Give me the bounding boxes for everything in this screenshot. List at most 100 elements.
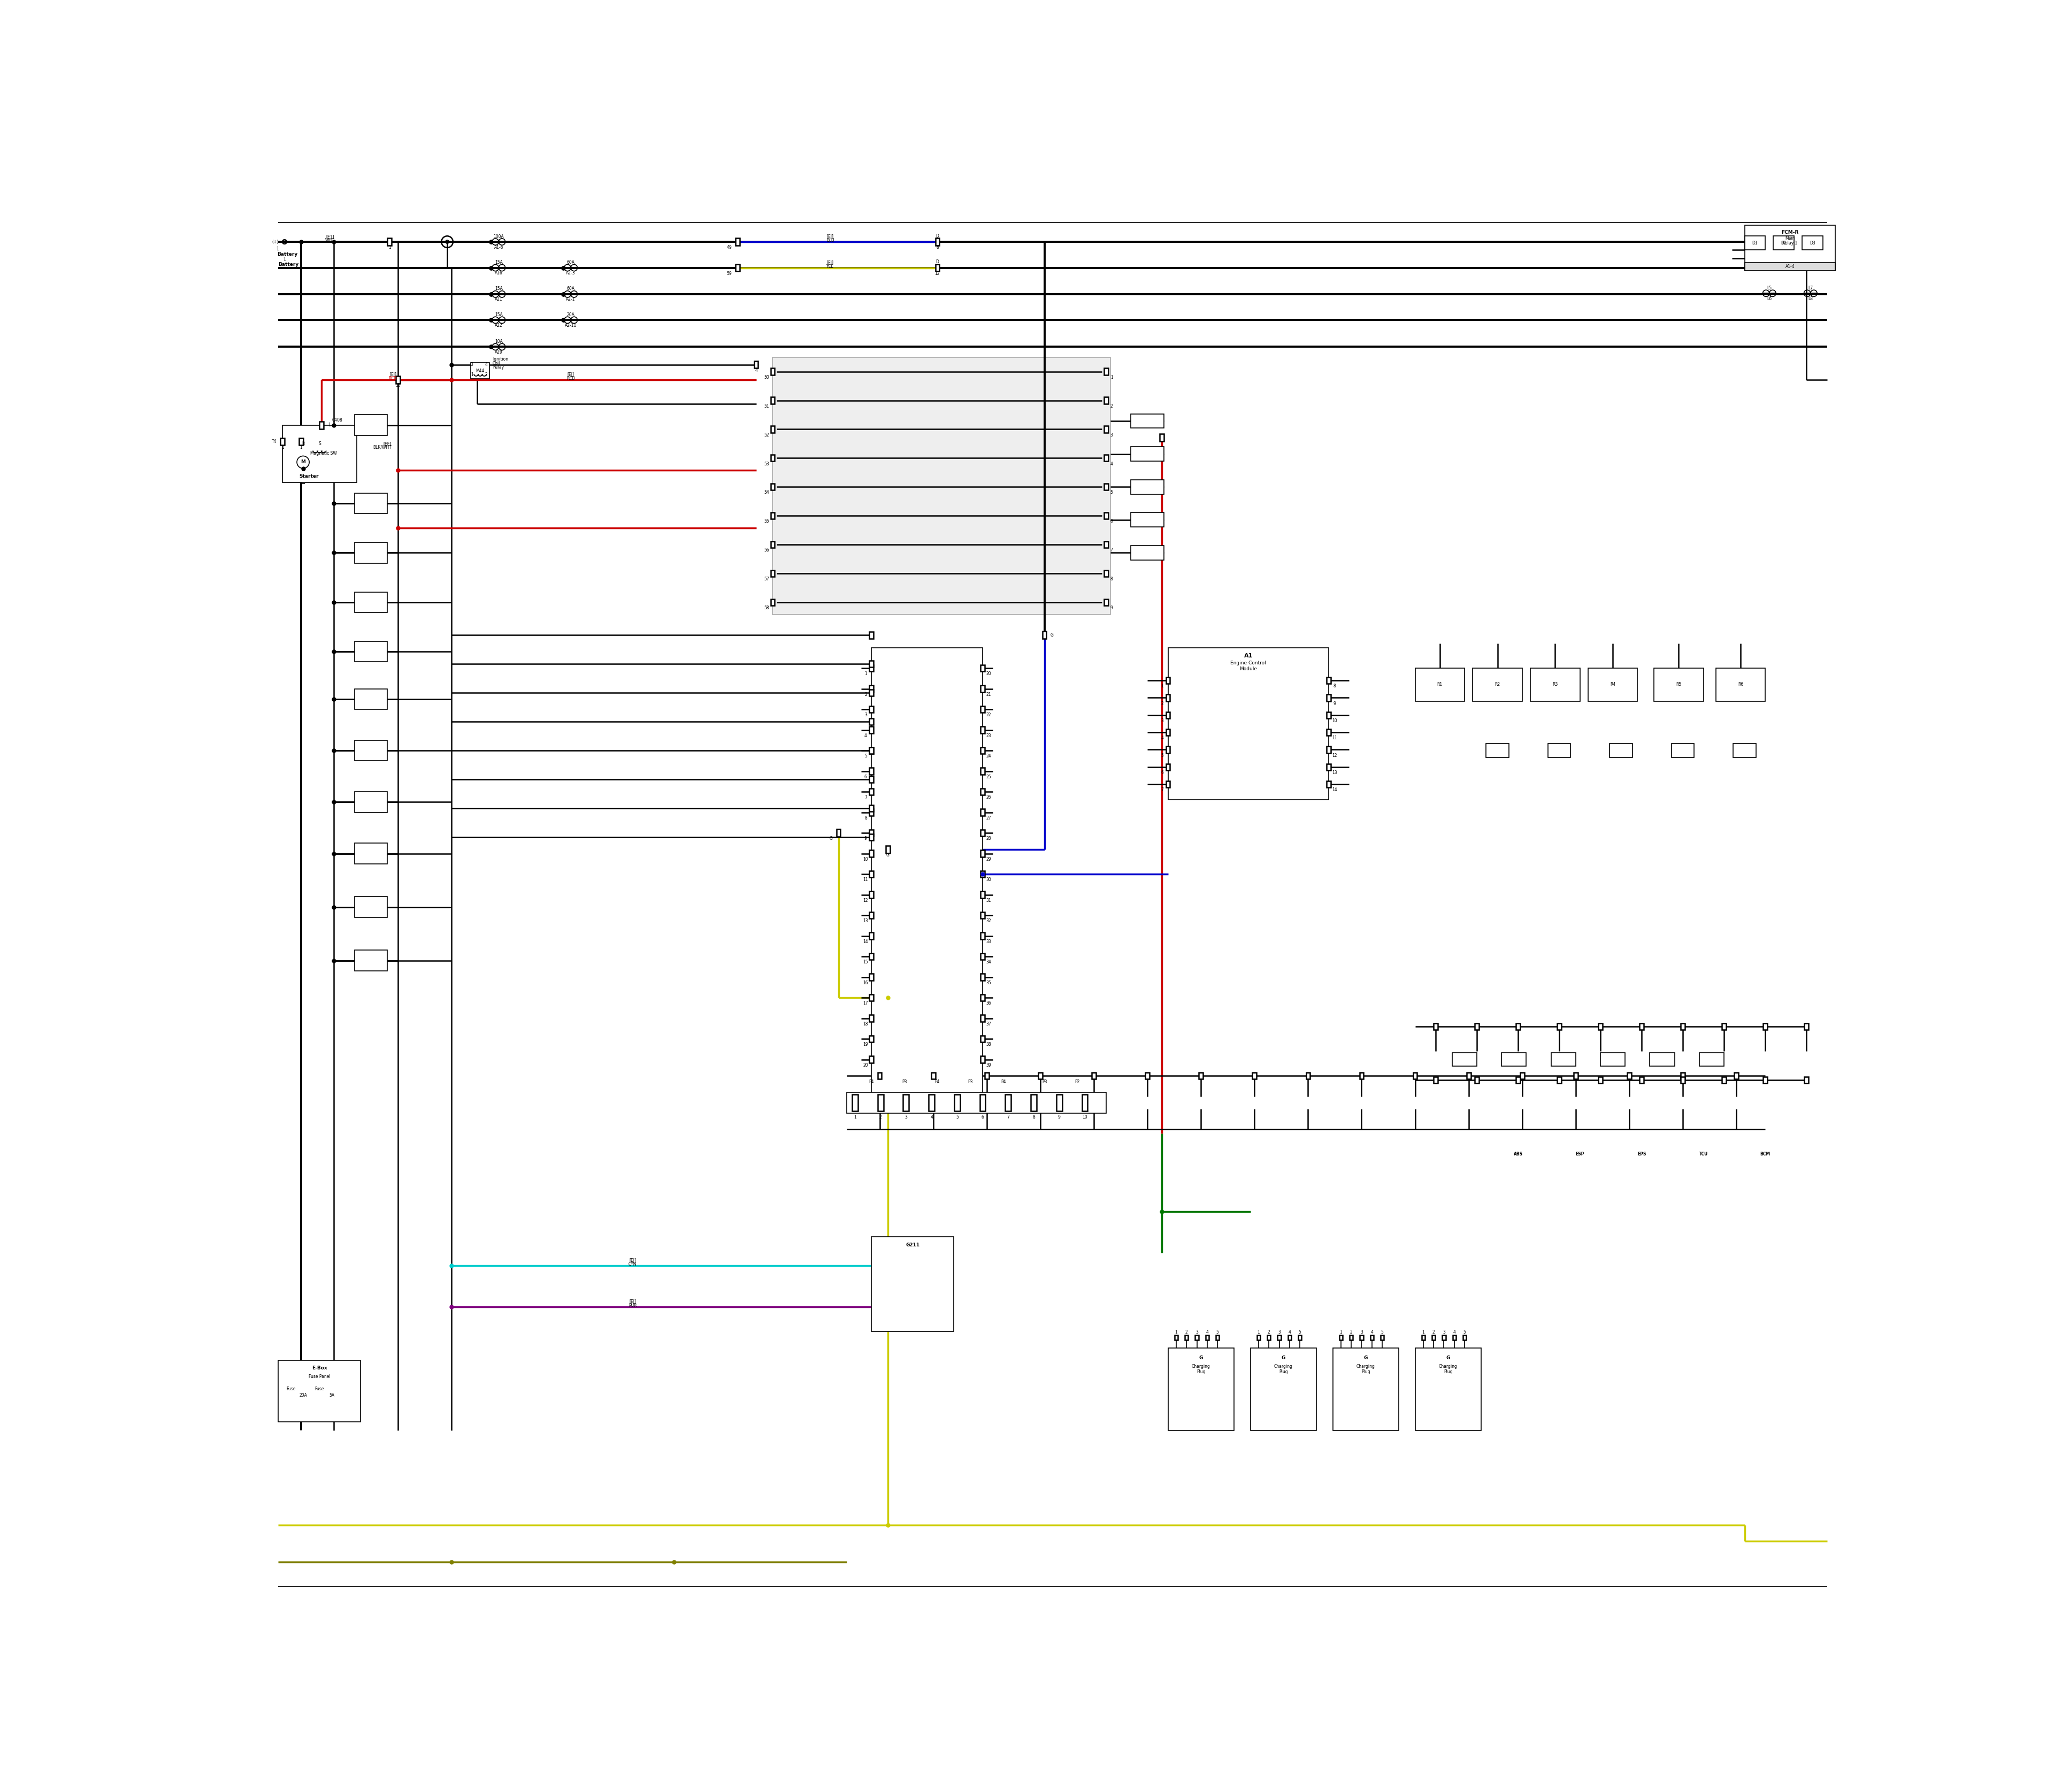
Text: [EE]: [EE] [384, 441, 392, 446]
Text: ESP: ESP [1575, 1152, 1584, 1156]
Bar [300, 437, 304, 444]
Bar [1520, 1073, 1524, 1079]
Text: 3: 3 [1442, 1330, 1446, 1335]
Bar [1434, 1023, 1438, 1030]
Text: 4: 4 [1111, 461, 1113, 466]
Text: 15A: 15A [495, 287, 503, 290]
Bar [869, 685, 873, 692]
Bar [1105, 484, 1109, 491]
Text: 50: 50 [764, 375, 768, 380]
Text: 1: 1 [1421, 1330, 1425, 1335]
Bar [980, 973, 984, 980]
Text: 1: 1 [1257, 1330, 1259, 1335]
Bar [281, 437, 286, 444]
Text: 56: 56 [764, 548, 768, 552]
Text: 1: 1 [1161, 685, 1163, 688]
Text: Battery: Battery [279, 262, 298, 267]
Text: P4: P4 [935, 1079, 941, 1084]
Text: A2-11: A2-11 [565, 323, 577, 328]
Bar [980, 871, 984, 878]
Text: Plug: Plug [1362, 1369, 1370, 1374]
Bar [1598, 1077, 1602, 1084]
Text: FCM-R: FCM-R [1781, 229, 1799, 235]
Text: R4: R4 [1610, 683, 1616, 686]
Text: 1: 1 [281, 444, 283, 450]
Text: 10A: 10A [495, 339, 503, 344]
Bar [1501, 1054, 1526, 1066]
Text: BLU: BLU [826, 238, 834, 244]
Bar [1105, 513, 1109, 520]
Text: 8: 8 [1111, 577, 1113, 582]
Bar [1167, 729, 1171, 737]
Text: 5: 5 [1380, 1330, 1384, 1335]
Text: 7: 7 [1161, 788, 1163, 792]
Text: 1: 1 [329, 423, 331, 428]
Bar [980, 767, 984, 774]
Bar [869, 849, 873, 857]
Text: A1: A1 [1245, 652, 1253, 658]
Bar [1649, 1054, 1674, 1066]
Bar [1327, 677, 1331, 685]
Bar [980, 747, 984, 754]
Bar [1132, 446, 1165, 461]
Text: P2: P2 [1074, 1079, 1080, 1084]
Bar [955, 1095, 959, 1111]
Text: 12: 12 [863, 898, 869, 903]
Text: G: G [1282, 1355, 1286, 1360]
Bar [1744, 262, 1834, 271]
Text: BLK/WHT: BLK/WHT [374, 444, 392, 450]
Bar [1333, 1348, 1399, 1430]
Text: 29: 29 [986, 857, 990, 862]
Text: 2: 2 [1185, 1330, 1187, 1335]
Bar [980, 849, 984, 857]
Bar [355, 740, 388, 762]
Bar [980, 808, 984, 815]
Bar [869, 1055, 873, 1063]
Bar [1167, 747, 1171, 753]
Bar [1680, 1073, 1684, 1079]
Text: Ignition: Ignition [493, 357, 507, 362]
Text: L5: L5 [1766, 285, 1773, 290]
Text: 58: 58 [764, 606, 768, 611]
Text: Starter: Starter [300, 475, 318, 478]
Bar [1004, 1095, 1011, 1111]
Bar [869, 661, 873, 667]
Text: 3: 3 [1111, 432, 1113, 437]
Bar [980, 830, 984, 837]
Bar [980, 685, 984, 692]
Bar [1298, 1335, 1302, 1340]
Text: R5: R5 [1676, 683, 1682, 686]
Bar [980, 1036, 984, 1043]
Bar [930, 1073, 935, 1079]
Bar [1653, 668, 1703, 701]
Text: 5: 5 [955, 1115, 959, 1120]
Text: [EJ]: [EJ] [567, 373, 575, 378]
Text: 59: 59 [727, 271, 731, 276]
Text: CYN: CYN [629, 1262, 637, 1267]
Text: S: S [318, 441, 320, 446]
Bar [869, 747, 873, 754]
Bar [1037, 1073, 1041, 1079]
Bar [1146, 1073, 1150, 1079]
Text: 1: 1 [470, 373, 472, 378]
Text: M: M [300, 461, 306, 464]
Text: G: G [887, 853, 889, 858]
Text: 9: 9 [865, 837, 867, 840]
Text: 60A: 60A [567, 260, 575, 265]
Bar [871, 647, 982, 1100]
Bar [980, 953, 984, 961]
Bar [1721, 1077, 1725, 1084]
Text: L8: L8 [1808, 296, 1814, 301]
Text: 34: 34 [986, 961, 990, 964]
Text: 5A: 5A [329, 1392, 335, 1398]
Text: 15A: 15A [495, 312, 503, 317]
Bar [869, 808, 873, 815]
Bar [1600, 1054, 1625, 1066]
Bar [1327, 781, 1331, 787]
Text: 2: 2 [1111, 403, 1113, 409]
Bar [470, 362, 489, 378]
Bar [869, 690, 873, 695]
Text: A29: A29 [495, 349, 503, 355]
Text: 4: 4 [1206, 1330, 1208, 1335]
Text: 21: 21 [986, 692, 990, 697]
